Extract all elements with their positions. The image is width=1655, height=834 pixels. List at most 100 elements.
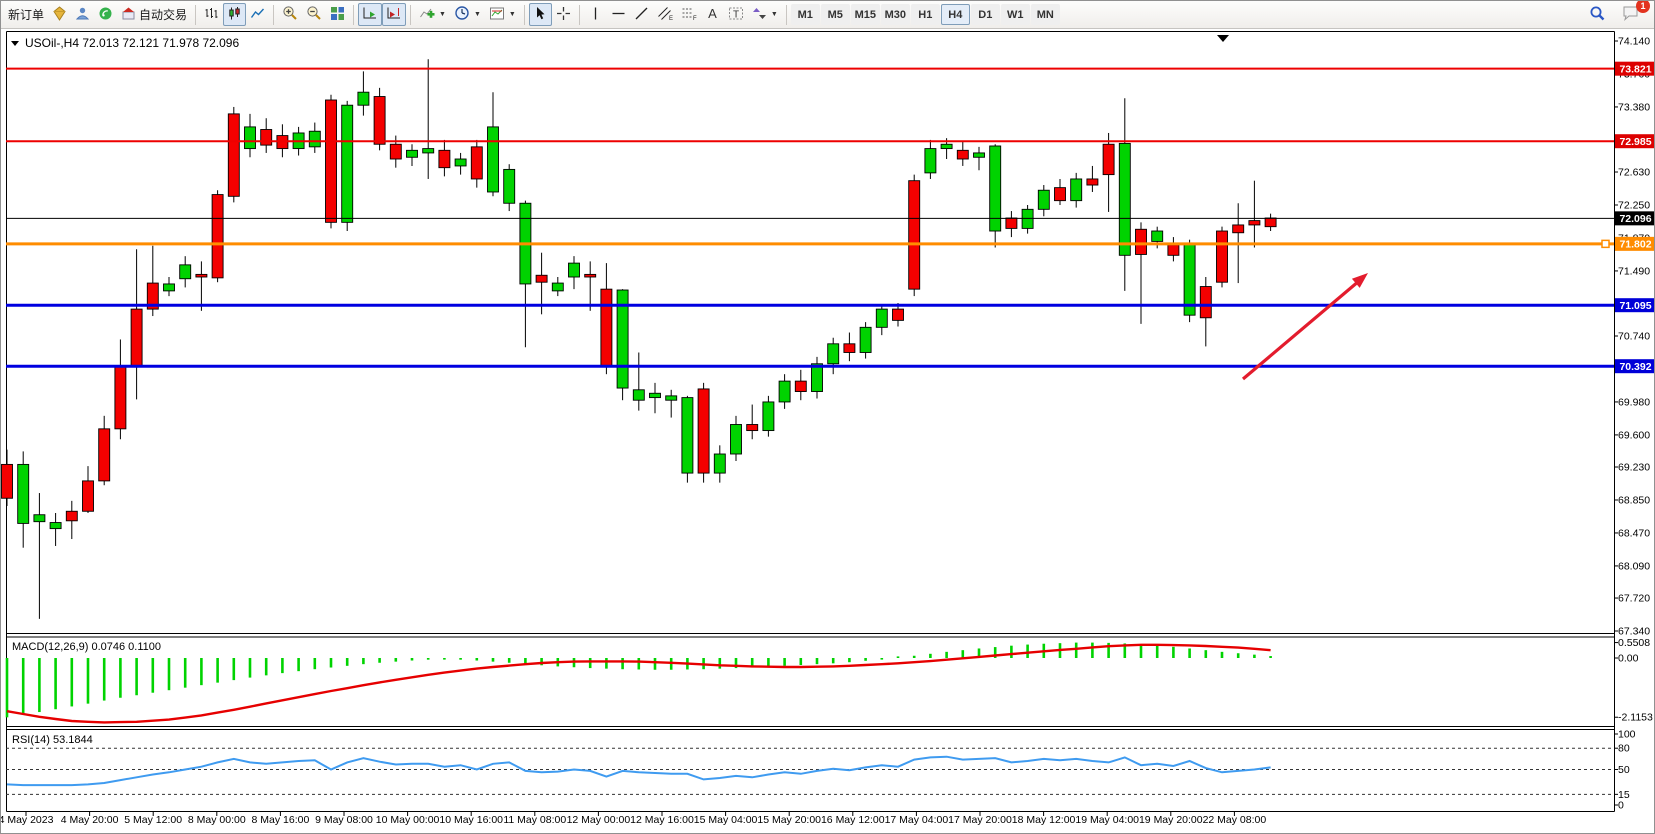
macd-label: MACD(12,26,9) 0.0746 0.1100 <box>12 641 161 653</box>
bull-candle <box>875 308 888 328</box>
bull-candle <box>778 380 791 403</box>
bull-candle <box>357 91 370 106</box>
horizontal-line-button[interactable] <box>607 3 630 26</box>
bar-chart-button[interactable] <box>200 3 223 26</box>
bear-candle <box>65 510 78 522</box>
bull-candle <box>454 158 467 167</box>
bull-candle <box>341 104 354 223</box>
arrows-icon <box>752 6 767 24</box>
time-tick-label: 18 May 12:00 <box>1012 814 1076 826</box>
price-tick-label: 70.740 <box>1618 331 1650 343</box>
arrows-button[interactable]: ▼ <box>748 3 782 26</box>
text-icon: A <box>705 6 720 24</box>
svg-text:E: E <box>669 16 673 21</box>
auto-scroll-icon <box>362 6 378 24</box>
bear-candle <box>1054 187 1066 202</box>
search-button[interactable] <box>1585 3 1610 26</box>
bear-candle <box>746 424 759 432</box>
separator <box>578 4 580 25</box>
price-badge <box>1615 236 1654 251</box>
price-badge-label: 70.392 <box>1619 361 1651 373</box>
bear-candle <box>697 388 710 474</box>
trendline-button[interactable] <box>630 3 653 26</box>
zoom-out-button[interactable] <box>302 3 326 26</box>
timeframe-h1-button[interactable]: H1 <box>910 4 940 25</box>
timeframe-d1-button[interactable]: D1 <box>970 4 1000 25</box>
text-label-button[interactable]: T <box>724 3 748 26</box>
timeframe-m30-button[interactable]: M30 <box>880 4 910 25</box>
cursor-button[interactable] <box>528 3 552 26</box>
bear-candle <box>794 380 807 392</box>
indicators-icon <box>419 6 435 24</box>
price-badge <box>1615 134 1654 149</box>
clock-icon <box>454 5 470 24</box>
chart-shift-marker[interactable] <box>1217 35 1229 42</box>
timeframe-mn-button[interactable]: MN <box>1030 4 1060 25</box>
bear-candle <box>389 143 402 160</box>
community-button[interactable] <box>71 3 94 26</box>
indicators-button[interactable]: ▼ <box>415 3 450 26</box>
candlestick-chart-button[interactable] <box>223 3 247 26</box>
cursor-icon <box>533 6 548 24</box>
time-tick-label: 15 May 04:00 <box>694 814 758 826</box>
hline-drag-handle[interactable] <box>1601 239 1610 249</box>
periods-button[interactable]: ▼ <box>450 3 485 26</box>
crosshair-button[interactable] <box>552 3 575 26</box>
autotrade-label: 自动交易 <box>139 8 188 22</box>
signals-button[interactable] <box>94 3 117 26</box>
bear-candle <box>843 343 856 353</box>
rsi-tick-label: 50 <box>1618 764 1630 776</box>
timeframe-h4-button[interactable]: H4 <box>940 4 970 25</box>
fibonacci-button[interactable]: F <box>677 3 701 26</box>
bull-candle <box>762 401 775 432</box>
arrow-line[interactable] <box>1241 279 1361 381</box>
trend-arrow-object[interactable] <box>1241 273 1368 381</box>
zoom-in-button[interactable] <box>278 3 302 26</box>
auto-scroll-button[interactable] <box>358 3 383 26</box>
timeframe-w1-button[interactable]: W1 <box>1000 4 1030 25</box>
timeframe-m5-button[interactable]: M5 <box>820 4 850 25</box>
vertical-line-button[interactable] <box>584 3 607 26</box>
templates-button[interactable]: ▼ <box>485 3 520 26</box>
price-tick-label: 72.630 <box>1618 167 1650 179</box>
autotrade-button[interactable]: 自动交易 <box>117 3 191 26</box>
chevron-down-icon: ▼ <box>508 11 516 18</box>
separator <box>353 4 355 25</box>
bull-candle <box>859 326 872 353</box>
price-badge <box>1615 211 1654 226</box>
time-tick-label: 19 May 20:00 <box>1139 814 1203 826</box>
line-chart-button[interactable] <box>246 3 269 26</box>
bear-candle <box>260 129 273 146</box>
bear-candle <box>956 149 969 160</box>
tile-windows-button[interactable] <box>326 3 349 26</box>
new-order-button[interactable]: 新订单 <box>4 3 48 26</box>
equidistant-channel-button[interactable]: E <box>653 3 677 26</box>
price-tick-label: 68.090 <box>1618 560 1650 572</box>
collapse-triangle-icon[interactable] <box>11 41 19 46</box>
zoom-in-icon <box>282 5 298 24</box>
bull-candle <box>989 145 1002 232</box>
time-tick-label: 11 May 08:00 <box>503 814 566 826</box>
price-axis[interactable]: 74.14073.76073.38072.63072.25071.87071.4… <box>1614 36 1650 638</box>
timeframe-m1-button[interactable]: M1 <box>790 4 820 25</box>
new-order-label: 新订单 <box>8 8 45 22</box>
macd-tick-label: 0.5508 <box>1618 637 1650 649</box>
time-axis[interactable]: 4 May 2023 4 May 20:00 5 May 12:00 8 May 00… <box>1 811 1266 826</box>
bull-candle <box>244 126 256 150</box>
price-badge-label: 72.985 <box>1619 136 1651 148</box>
time-tick-label: 4 May 20:00 <box>61 814 119 826</box>
gem-icon <box>52 5 67 24</box>
chevron-down-icon: ▼ <box>473 11 481 18</box>
candles <box>1 59 1277 619</box>
market-gem-button[interactable] <box>48 3 71 26</box>
rsi-tick-label: 15 <box>1618 789 1630 801</box>
bull-candle <box>940 143 953 150</box>
macd-tick-label: -2.1153 <box>1618 712 1653 724</box>
chart-shift-button[interactable] <box>382 3 407 26</box>
bear-candle <box>211 194 224 279</box>
bear-candle <box>195 273 208 278</box>
bull-candle <box>49 522 62 530</box>
timeframe-m15-button[interactable]: M15 <box>850 4 880 25</box>
text-button[interactable]: A <box>701 3 724 26</box>
bear-candle <box>146 282 159 310</box>
